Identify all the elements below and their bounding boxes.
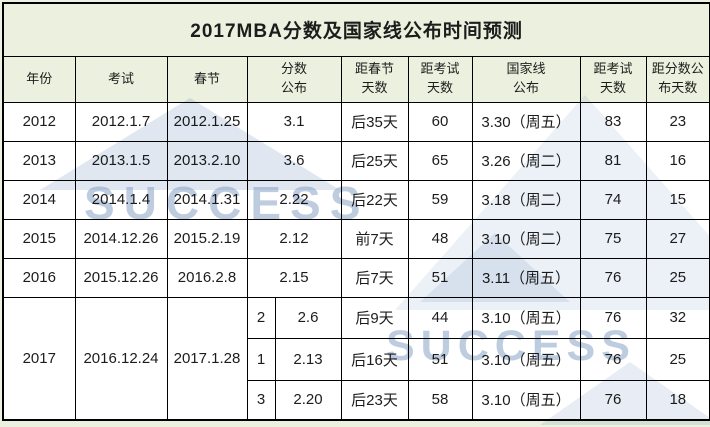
cell-nl-days-from-exam: 76: [579, 296, 647, 339]
cell-exam-date: 2015.12.26: [74, 257, 168, 298]
cell-exam-date: 2013.1.5: [74, 140, 168, 181]
cell-spring-festival: 2016.2.8: [166, 257, 248, 298]
cell-exam-date: 2014.1.4: [74, 179, 168, 220]
cell-year: 2012: [2, 101, 76, 142]
table-row-2017-scenario-a: 2017 2016.12.24 2017.1.28 2 2.6 后9天 44 3…: [2, 296, 710, 421]
col-header-year: 年份: [2, 55, 76, 103]
cell-score-date: 3.6: [246, 140, 342, 181]
cell-days-from-exam: 44: [407, 296, 473, 339]
cell-nl-days-from-score: 18: [645, 379, 710, 421]
cell-spring-festival: 2015.2.19: [166, 218, 248, 259]
cell-exam-date: 2014.12.26: [74, 218, 168, 259]
cell-score-date: 3.1: [246, 101, 342, 142]
cell-nl-days-from-exam: 76: [579, 337, 647, 381]
col-header-days-from-exam: 距考试 天数: [407, 55, 473, 103]
cell-nl-days-from-score: 15: [645, 179, 710, 220]
cell-nl-days-from-score: 25: [645, 337, 710, 381]
table-row-2013: 2013 2013.1.5 2013.2.10 3.6 后25天 65 3.26…: [2, 140, 710, 181]
cell-nl-days-from-exam: 75: [579, 218, 647, 259]
cell-nl-days-from-exam: 74: [579, 179, 647, 220]
cell-days-from-exam: 51: [407, 337, 473, 381]
cell-days-from-spring: 后25天: [340, 140, 409, 181]
table-row-2017-scenario-b: 1 2.13 后16天 51 3.10（周五） 76 25: [3, 337, 710, 381]
cell-national-line: 3.10（周五）: [471, 379, 581, 421]
col-header-exam-date: 考试: [74, 55, 168, 103]
cell-rank: 3: [246, 379, 276, 421]
cell-nl-days-from-exam: 76: [579, 379, 647, 421]
cell-nl-days-from-score: 25: [645, 257, 710, 298]
cell-exam-date: 2016.12.24: [74, 296, 168, 421]
page-title: 2017MBA分数及国家线公布时间预测: [2, 2, 710, 57]
cell-rank: 1: [246, 337, 276, 381]
cell-exam-date: 2012.1.7: [74, 101, 168, 142]
prediction-table: 2017MBA分数及国家线公布时间预测 年份 考试 春节 分数 公布 距春节 天…: [2, 2, 710, 421]
cell-national-line: 3.30（周五）: [471, 101, 581, 142]
cell-spring-festival: 2017.1.28: [166, 296, 248, 421]
cell-days-from-spring: 后9天: [340, 296, 409, 339]
cell-nl-days-from-score: 16: [645, 140, 710, 181]
cell-spring-festival: 2013.2.10: [166, 140, 248, 181]
cell-days-from-exam: 58: [407, 379, 473, 421]
cell-year: 2014: [2, 179, 76, 220]
cell-nl-days-from-exam: 83: [579, 101, 647, 142]
cell-days-from-exam: 51: [407, 257, 473, 298]
table-row-2012: 2012 2012.1.7 2012.1.25 3.1 后35天 60 3.30…: [2, 101, 710, 142]
cell-national-line: 3.10（周二）: [471, 218, 581, 259]
cell-days-from-spring: 后7天: [340, 257, 409, 298]
col-header-nl-days-from-exam: 距考试 天数: [579, 55, 647, 103]
header-row: 年份 考试 春节 分数 公布 距春节 天数 距考试 天数 国家线 公布 距考试 …: [2, 55, 710, 103]
cell-year: 2015: [2, 218, 76, 259]
col-header-days-from-spring: 距春节 天数: [340, 55, 409, 103]
table-row-2014: 2014 2014.1.4 2014.1.31 2.22 后22天 59 3.1…: [2, 179, 710, 220]
cell-national-line: 3.18（周二）: [471, 179, 581, 220]
table-row-2016: 2016 2015.12.26 2016.2.8 2.15 后7天 51 3.1…: [2, 257, 710, 298]
cell-days-from-exam: 65: [407, 140, 473, 181]
cell-score-date: 2.6: [274, 296, 342, 339]
col-header-nl-days-from-score: 距分数公 布天数: [645, 55, 710, 103]
cell-days-from-spring: 后22天: [340, 179, 409, 220]
cell-days-from-spring: 后16天: [340, 337, 409, 381]
cell-nl-days-from-exam: 81: [579, 140, 647, 181]
cell-days-from-exam: 59: [407, 179, 473, 220]
title-row: 2017MBA分数及国家线公布时间预测: [2, 2, 710, 57]
cell-year: 2016: [2, 257, 76, 298]
cell-year: 2017: [2, 296, 76, 421]
cell-nl-days-from-score: 32: [645, 296, 710, 339]
cell-score-date: 2.15: [246, 257, 342, 298]
cell-national-line: 3.10（周五）: [471, 296, 581, 339]
cell-days-from-exam: 60: [407, 101, 473, 142]
cell-days-from-spring: 后35天: [340, 101, 409, 142]
cell-days-from-spring: 后23天: [340, 379, 409, 421]
cell-national-line: 3.10（周五）: [471, 337, 581, 381]
cell-score-date: 2.20: [274, 379, 342, 421]
cell-score-date: 2.13: [274, 337, 342, 381]
cell-score-date: 2.22: [246, 179, 342, 220]
cell-days-from-spring: 前7天: [340, 218, 409, 259]
cell-nl-days-from-exam: 76: [579, 257, 647, 298]
cell-national-line: 3.26（周二）: [471, 140, 581, 181]
cell-national-line: 3.11（周五）: [471, 257, 581, 298]
cell-nl-days-from-score: 27: [645, 218, 710, 259]
cell-rank: 2: [246, 296, 276, 339]
col-header-score-release: 分数 公布: [246, 55, 342, 103]
cell-year: 2013: [2, 140, 76, 181]
table-row-2015: 2015 2014.12.26 2015.2.19 2.12 前7天 48 3.…: [2, 218, 710, 259]
col-header-national-line-release: 国家线 公布: [471, 55, 581, 103]
cell-spring-festival: 2012.1.25: [166, 101, 248, 142]
cell-days-from-exam: 48: [407, 218, 473, 259]
cell-spring-festival: 2014.1.31: [166, 179, 248, 220]
cell-score-date: 2.12: [246, 218, 342, 259]
col-header-spring-festival: 春节: [166, 55, 248, 103]
cell-nl-days-from-score: 23: [645, 101, 710, 142]
